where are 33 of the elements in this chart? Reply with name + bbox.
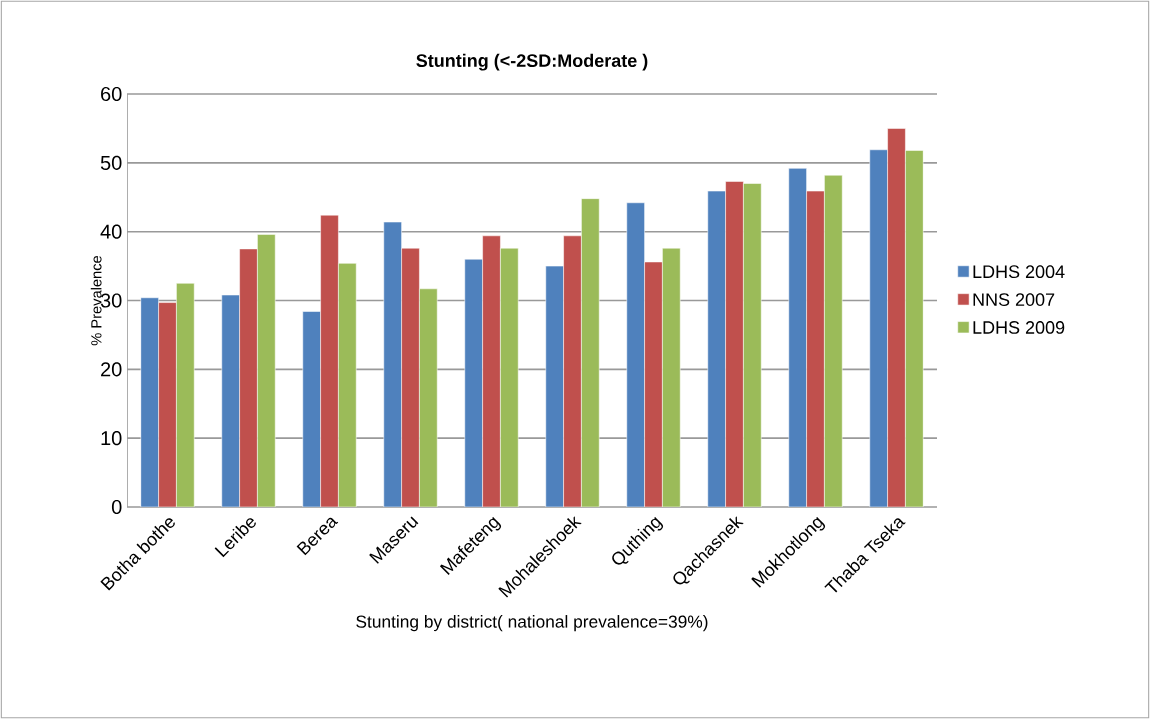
chart-title: Stunting (<-2SD:Moderate ) (416, 53, 648, 71)
bar (257, 234, 276, 507)
bar (905, 150, 924, 507)
y-tick-label: 0 (111, 499, 122, 515)
bar (707, 190, 726, 507)
y-tick-label: 20 (101, 362, 122, 377)
bar (140, 297, 159, 507)
bar (743, 183, 762, 507)
y-axis-title: % Prevalence (90, 255, 102, 346)
bar (869, 149, 888, 507)
bar (383, 221, 402, 507)
bar (464, 258, 483, 507)
y-tick-label: 50 (100, 155, 122, 170)
y-tick-label: 40 (100, 224, 122, 239)
y-tick-label: 60 (101, 86, 122, 102)
bar (302, 311, 321, 507)
bar (824, 174, 843, 507)
bar (662, 247, 681, 507)
bar (419, 288, 438, 507)
bar (626, 202, 645, 507)
legend-label: LDHS 2004 (973, 265, 1065, 279)
legend-label: NNS 2007 (973, 293, 1055, 306)
bar (176, 283, 195, 507)
x-axis-title: Stunting by district( national prevalence=39%) (356, 615, 708, 632)
bar (500, 247, 519, 507)
legend-label: LDHS 2009 (973, 321, 1065, 334)
y-tick-label: 30 (100, 293, 122, 308)
bar (221, 294, 240, 507)
bar (338, 263, 357, 507)
y-tick-label: 10 (101, 431, 122, 446)
bar (581, 198, 600, 507)
bar (545, 265, 564, 507)
bar (788, 168, 807, 507)
